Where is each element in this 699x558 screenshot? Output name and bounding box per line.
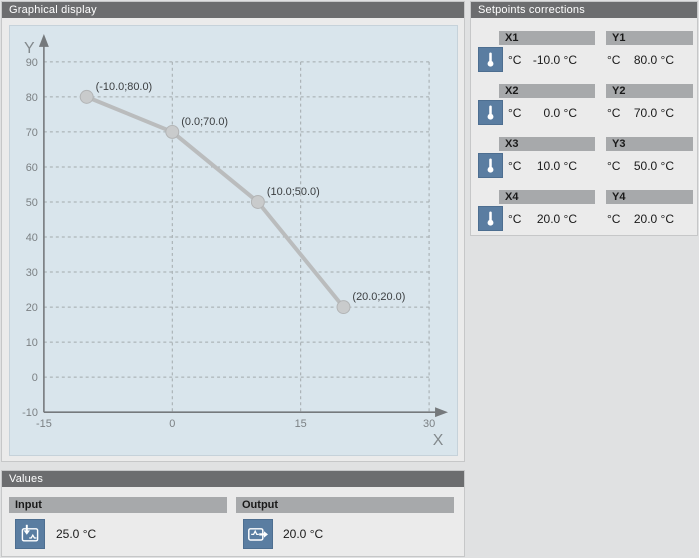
setpoint-y3-label: Y3 bbox=[606, 137, 693, 151]
y4-unit: °C bbox=[607, 212, 621, 226]
graphical-display-panel: Graphical display -10 0 10 20 30 40 50 60 70 80 90… bbox=[1, 1, 465, 462]
trend-chart: -10 0 10 20 30 40 50 60 70 80 90 -15 0 15 30 Y X (-10.0;8… bbox=[9, 25, 458, 456]
y1-value[interactable]: 80.0 °C bbox=[633, 53, 674, 67]
thermometer-icon[interactable] bbox=[478, 100, 503, 125]
analog-input-icon bbox=[15, 519, 45, 549]
thermometer-icon[interactable] bbox=[478, 47, 503, 72]
setpoints-panel: Setpoints corrections X1 Y1 °C -10.0 °C … bbox=[470, 1, 698, 236]
svg-text:(10.0;50.0): (10.0;50.0) bbox=[267, 186, 320, 198]
svg-text:10: 10 bbox=[26, 337, 38, 349]
setpoints-header: Setpoints corrections bbox=[471, 2, 697, 18]
svg-text:30: 30 bbox=[423, 418, 435, 430]
x2-unit: °C bbox=[508, 106, 522, 120]
x1-unit: °C bbox=[508, 53, 522, 67]
x2-value[interactable]: 0.0 °C bbox=[543, 106, 577, 120]
thermometer-icon[interactable] bbox=[478, 206, 503, 231]
input-value: 25.0 °C bbox=[56, 527, 97, 541]
setpoint-y4-label: Y4 bbox=[606, 190, 693, 204]
setpoint-y2-label: Y2 bbox=[606, 84, 693, 98]
svg-text:30: 30 bbox=[26, 267, 38, 279]
setpoint-y1-label: Y1 bbox=[606, 31, 693, 45]
y3-value[interactable]: 50.0 °C bbox=[633, 159, 674, 173]
svg-text:Y: Y bbox=[24, 40, 35, 57]
setpoint-row-2: X2 Y2 °C 0.0 °C °C 70.0 °C bbox=[471, 84, 699, 137]
svg-text:(0.0;70.0): (0.0;70.0) bbox=[181, 116, 228, 128]
y2-unit: °C bbox=[607, 106, 621, 120]
values-header: Values bbox=[2, 471, 464, 487]
y1-unit: °C bbox=[607, 53, 621, 67]
svg-text:15: 15 bbox=[295, 418, 307, 430]
svg-text:60: 60 bbox=[26, 162, 38, 174]
y2-value[interactable]: 70.0 °C bbox=[633, 106, 674, 120]
svg-text:0: 0 bbox=[169, 418, 175, 430]
setpoint-row-4: X4 Y4 °C 20.0 °C °C 20.0 °C bbox=[471, 190, 699, 243]
output-value: 20.0 °C bbox=[283, 527, 324, 541]
analog-output-icon bbox=[243, 519, 273, 549]
setpoint-row-3: X3 Y3 °C 10.0 °C °C 50.0 °C bbox=[471, 137, 699, 190]
graphical-display-header: Graphical display bbox=[2, 2, 464, 18]
svg-text:X: X bbox=[433, 432, 444, 449]
values-panel: Values Input Output 25.0 °C 20.0 °C bbox=[1, 470, 465, 557]
svg-text:20: 20 bbox=[26, 302, 38, 314]
y4-value[interactable]: 20.0 °C bbox=[633, 212, 674, 226]
svg-text:70: 70 bbox=[26, 127, 38, 139]
svg-text:0: 0 bbox=[32, 372, 38, 384]
svg-text:(-10.0;80.0): (-10.0;80.0) bbox=[96, 81, 153, 93]
setpoint-x4-label: X4 bbox=[499, 190, 595, 204]
svg-text:-10: -10 bbox=[22, 407, 38, 419]
x4-value[interactable]: 20.0 °C bbox=[536, 212, 577, 226]
y3-unit: °C bbox=[607, 159, 621, 173]
setpoint-x1-label: X1 bbox=[499, 31, 595, 45]
svg-text:50: 50 bbox=[26, 197, 38, 209]
setpoint-x3-label: X3 bbox=[499, 137, 595, 151]
svg-text:-15: -15 bbox=[36, 418, 52, 430]
output-label: Output bbox=[236, 497, 454, 513]
svg-text:80: 80 bbox=[26, 92, 38, 104]
x3-unit: °C bbox=[508, 159, 522, 173]
setpoint-row-1: X1 Y1 °C -10.0 °C °C 80.0 °C bbox=[471, 31, 699, 84]
x1-value[interactable]: -10.0 °C bbox=[532, 53, 577, 67]
input-label: Input bbox=[9, 497, 227, 513]
svg-text:(20.0;20.0): (20.0;20.0) bbox=[352, 291, 405, 303]
thermometer-icon[interactable] bbox=[478, 153, 503, 178]
setpoint-x2-label: X2 bbox=[499, 84, 595, 98]
svg-text:40: 40 bbox=[26, 232, 38, 244]
x3-value[interactable]: 10.0 °C bbox=[536, 159, 577, 173]
x4-unit: °C bbox=[508, 212, 522, 226]
svg-text:90: 90 bbox=[26, 57, 38, 69]
